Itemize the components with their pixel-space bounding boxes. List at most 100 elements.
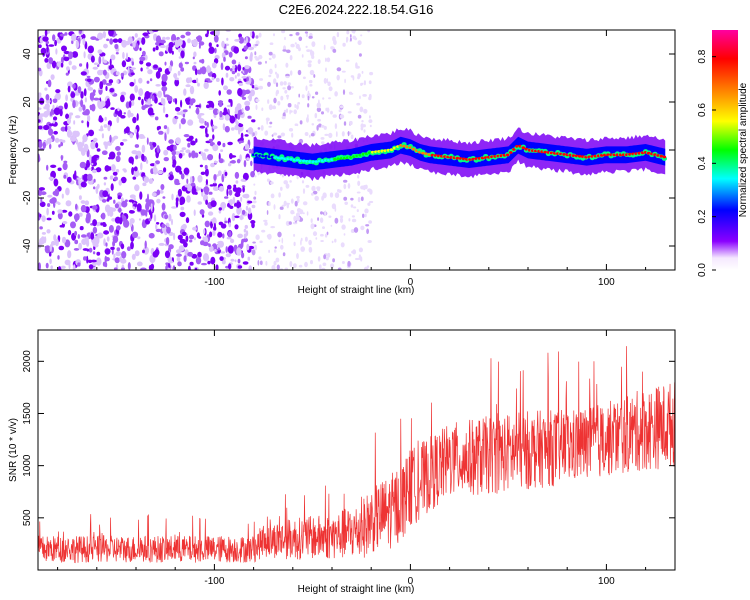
noise-speckle [268, 125, 272, 128]
noise-speckle [310, 223, 315, 230]
noise-speckle [191, 150, 196, 159]
noise-speckle [120, 91, 127, 96]
noise-speckle [163, 88, 166, 96]
noise-speckle [221, 77, 224, 86]
noise-speckle [150, 144, 154, 150]
noise-speckle [102, 190, 109, 198]
noise-speckle [200, 171, 206, 175]
noise-speckle [363, 80, 366, 86]
noise-speckle [293, 233, 296, 237]
noise-speckle [336, 31, 340, 38]
noise-speckle [335, 131, 338, 138]
noise-speckle [77, 86, 82, 94]
noise-speckle [175, 165, 182, 173]
noise-speckle [107, 207, 114, 211]
noise-speckle [293, 215, 297, 222]
noise-speckle [205, 179, 208, 186]
noise-speckle [54, 137, 60, 143]
noise-speckle [145, 62, 152, 67]
noise-speckle [93, 186, 96, 190]
noise-speckle [87, 114, 91, 122]
noise-speckle [316, 107, 322, 113]
noise-speckle [309, 49, 313, 55]
noise-speckle [145, 92, 151, 96]
noise-speckle [146, 159, 149, 164]
noise-speckle [117, 195, 122, 200]
noise-speckle [367, 202, 371, 206]
noise-speckle [131, 167, 135, 175]
noise-speckle [214, 47, 217, 54]
noise-speckle [302, 212, 305, 215]
spectrogram-y-ticks: -40 -20 0 20 40 [22, 48, 675, 253]
noise-speckle [97, 49, 103, 54]
noise-speckle [60, 154, 64, 161]
noise-speckle [171, 34, 177, 43]
noise-speckle [38, 141, 43, 148]
noise-speckle [193, 51, 197, 57]
noise-speckle [150, 112, 155, 116]
noise-speckle [182, 109, 188, 113]
noise-speckle [319, 217, 324, 223]
noise-speckle [286, 94, 289, 100]
noise-speckle [60, 62, 64, 68]
noise-speckle [333, 39, 335, 45]
noise-speckle [241, 96, 247, 100]
snr-y-ticks: 500 1000 1500 2000 [22, 350, 675, 526]
noise-speckle [216, 30, 220, 37]
noise-speckle [289, 180, 292, 183]
noise-speckle [38, 92, 42, 97]
noise-speckle [77, 262, 81, 267]
noise-speckle [339, 114, 345, 119]
noise-speckle [143, 176, 150, 183]
noise-speckle [266, 210, 269, 215]
noise-speckle [293, 241, 296, 247]
noise-speckle [177, 188, 182, 197]
noise-speckle [213, 160, 218, 164]
noise-speckle [73, 213, 80, 221]
noise-speckle [193, 209, 196, 216]
noise-speckle [281, 30, 286, 34]
noise-speckle [130, 72, 135, 76]
noise-speckle [362, 94, 367, 97]
noise-speckle [322, 226, 325, 230]
noise-speckle [109, 88, 115, 93]
noise-speckle [49, 244, 52, 252]
noise-speckle [243, 45, 248, 51]
noise-speckle [177, 39, 183, 46]
noise-speckle [332, 258, 335, 263]
noise-speckle [296, 195, 300, 199]
noise-speckle [80, 99, 84, 108]
noise-speckle [38, 44, 42, 48]
noise-speckle [154, 162, 157, 168]
noise-speckle [148, 217, 152, 222]
noise-speckle [277, 231, 282, 238]
noise-speckle [180, 34, 186, 39]
noise-speckle [301, 54, 304, 58]
noise-speckle [304, 132, 309, 136]
noise-speckle [260, 125, 264, 131]
noise-speckle [125, 52, 129, 60]
noise-speckle [96, 183, 100, 189]
noise-speckle [107, 124, 111, 132]
noise-speckle [347, 131, 350, 137]
noise-speckle [247, 115, 252, 119]
noise-speckle [328, 86, 333, 92]
noise-speckle [113, 253, 116, 259]
noise-speckle [208, 42, 212, 47]
noise-speckle [111, 248, 114, 255]
noise-speckle [222, 233, 225, 239]
noise-speckle [201, 58, 205, 64]
noise-speckle [128, 199, 135, 203]
x-tick-label: 100 [598, 576, 615, 587]
noise-speckle [342, 42, 346, 47]
noise-speckle [251, 222, 255, 229]
noise-speckle [134, 184, 140, 192]
noise-speckle [123, 219, 130, 228]
noise-speckle [218, 207, 222, 211]
noise-speckle [350, 197, 354, 201]
noise-speckle [124, 199, 128, 203]
noise-speckle [112, 171, 118, 176]
noise-speckle [173, 144, 177, 151]
noise-speckle [320, 233, 324, 237]
noise-speckle [253, 196, 257, 200]
